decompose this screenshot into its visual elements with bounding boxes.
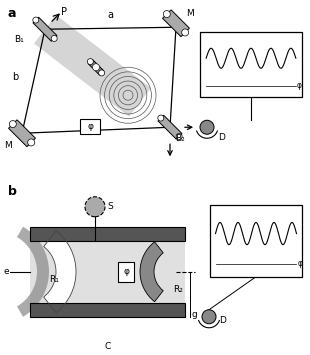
Text: D: D xyxy=(219,316,226,325)
Text: g: g xyxy=(191,310,197,319)
Text: B₂: B₂ xyxy=(175,134,185,143)
Bar xyxy=(30,227,185,241)
Text: b: b xyxy=(8,185,17,198)
Polygon shape xyxy=(34,15,151,116)
Text: φ: φ xyxy=(297,81,302,90)
Text: a: a xyxy=(8,7,16,20)
Text: B₁: B₁ xyxy=(14,35,24,44)
Circle shape xyxy=(200,120,214,134)
Text: e: e xyxy=(4,267,10,276)
Text: D: D xyxy=(218,133,225,142)
Bar xyxy=(30,303,185,317)
Text: M: M xyxy=(4,141,12,150)
Text: P: P xyxy=(61,7,67,17)
Polygon shape xyxy=(162,10,189,37)
Text: C: C xyxy=(104,342,111,351)
Polygon shape xyxy=(158,115,182,139)
Circle shape xyxy=(51,36,57,42)
Bar xyxy=(210,205,302,277)
Bar xyxy=(200,32,302,97)
Text: M: M xyxy=(186,9,194,18)
Wedge shape xyxy=(17,227,49,317)
Text: R₂: R₂ xyxy=(173,285,183,294)
Circle shape xyxy=(182,29,189,36)
Wedge shape xyxy=(44,231,76,313)
Wedge shape xyxy=(140,242,163,302)
Circle shape xyxy=(87,59,93,65)
Text: φ: φ xyxy=(123,267,129,276)
Text: φ: φ xyxy=(298,259,303,268)
Text: S: S xyxy=(107,202,113,211)
Bar xyxy=(118,262,134,282)
Bar xyxy=(80,119,100,134)
Polygon shape xyxy=(9,120,35,147)
Circle shape xyxy=(158,115,164,121)
Circle shape xyxy=(33,17,39,23)
Text: R₁: R₁ xyxy=(49,275,59,284)
Bar xyxy=(30,241,185,303)
Circle shape xyxy=(9,121,16,127)
Circle shape xyxy=(163,11,170,17)
Text: φ: φ xyxy=(87,122,93,131)
Circle shape xyxy=(28,139,35,146)
Text: a: a xyxy=(107,10,113,20)
Circle shape xyxy=(92,64,100,71)
Circle shape xyxy=(176,133,182,140)
Polygon shape xyxy=(88,60,104,75)
Circle shape xyxy=(202,310,216,324)
Polygon shape xyxy=(33,17,57,41)
Circle shape xyxy=(99,70,105,76)
Text: b: b xyxy=(12,72,18,82)
Circle shape xyxy=(85,197,105,217)
